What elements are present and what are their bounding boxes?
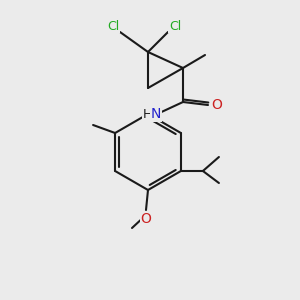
Text: O: O [141,212,152,226]
Text: N: N [151,107,161,121]
Text: Cl: Cl [169,20,181,32]
Text: Cl: Cl [107,20,119,32]
Text: H: H [142,107,152,121]
Text: O: O [212,98,222,112]
